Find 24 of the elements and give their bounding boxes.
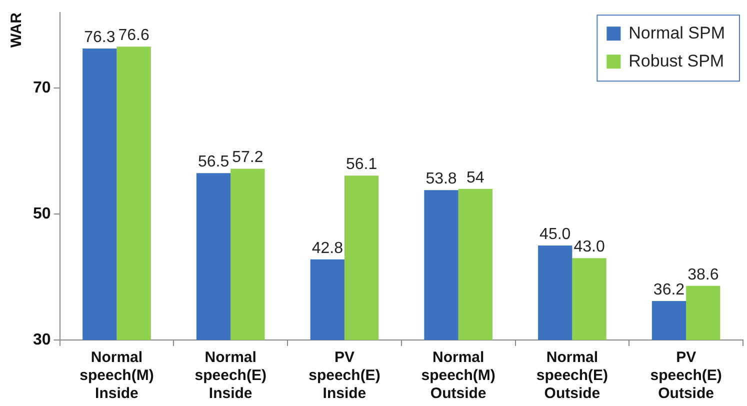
data-label: 56.1 bbox=[346, 156, 378, 174]
x-tick-label: Normal speech(E) Outside bbox=[536, 349, 608, 402]
data-label: 57.2 bbox=[232, 149, 264, 166]
legend-label: Robust SPM bbox=[628, 51, 724, 70]
data-label: 43.0 bbox=[574, 238, 605, 256]
y-tick-label: 70 bbox=[33, 80, 51, 97]
data-label: 76.3 bbox=[84, 28, 116, 46]
y-axis-title: WAR bbox=[8, 12, 26, 48]
data-label: 38.6 bbox=[688, 266, 719, 284]
x-tick-label: PV speech(E) Inside bbox=[308, 349, 380, 402]
data-label: 36.2 bbox=[653, 281, 685, 298]
data-label: 76.6 bbox=[118, 27, 150, 44]
data-label: 42.8 bbox=[312, 240, 344, 257]
x-tick-label: Normal speech(E) Inside bbox=[194, 349, 266, 402]
data-label: 53.8 bbox=[426, 170, 457, 188]
legend-label: Normal SPM bbox=[628, 23, 726, 42]
data-label: 56.5 bbox=[198, 154, 230, 171]
x-tick-label: PV speech(E) Outside bbox=[650, 349, 722, 402]
x-tick-label: Normal speech(M) Outside bbox=[421, 349, 496, 402]
data-label: 45.0 bbox=[540, 226, 571, 243]
y-tick-label: 30 bbox=[33, 331, 51, 348]
data-label: 54 bbox=[466, 169, 484, 186]
y-tick-label: 50 bbox=[33, 205, 51, 222]
x-tick-label: Normal speech(M) Inside bbox=[80, 349, 154, 402]
